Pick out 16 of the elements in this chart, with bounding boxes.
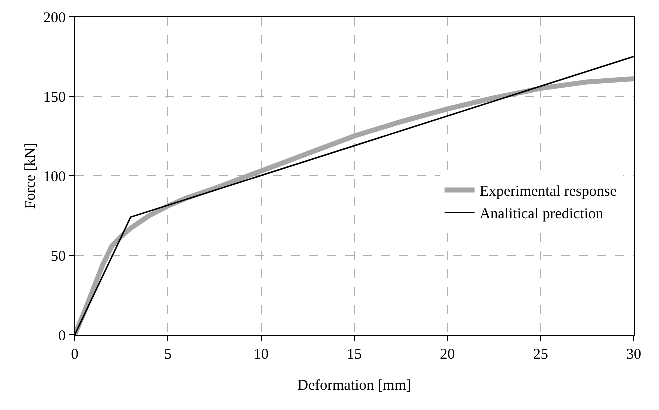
x-tick-label: 0 <box>71 347 79 363</box>
legend-label: Experimental response <box>480 184 618 200</box>
x-tick-label: 20 <box>440 347 456 363</box>
x-axis-title: Deformation [mm] <box>298 378 412 394</box>
x-tick-label: 30 <box>626 347 642 363</box>
y-tick-label: 50 <box>51 248 66 265</box>
x-tick-label: 5 <box>164 347 172 363</box>
y-tick-label: 100 <box>44 169 66 186</box>
x-tick-label: 25 <box>533 347 548 363</box>
y-tick-label: 0 <box>58 328 66 344</box>
x-tick-label: 10 <box>254 347 269 363</box>
legend-label: Analitical prediction <box>480 206 604 223</box>
x-tick-label: 15 <box>347 347 362 363</box>
y-tick-label: 150 <box>44 90 66 106</box>
y-axis-title: Force [kN] <box>23 142 39 210</box>
y-tick-label: 200 <box>44 10 66 26</box>
